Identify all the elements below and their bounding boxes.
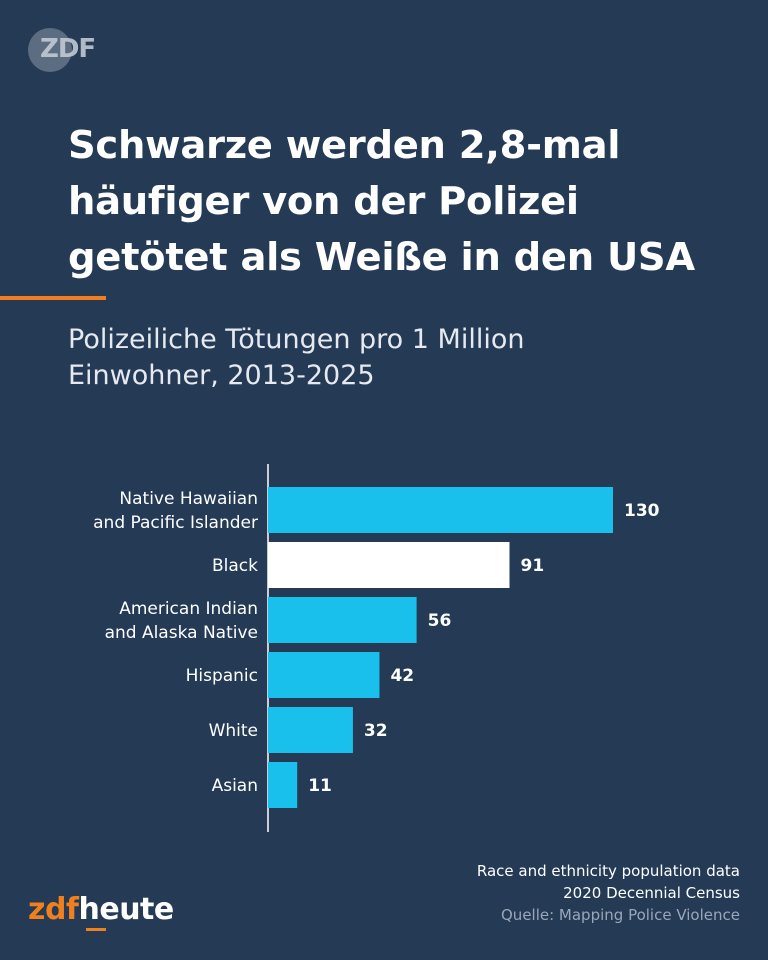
category-label-line: American Indian [119, 599, 258, 619]
source-note: Race and ethnicity population data 2020 … [477, 860, 740, 926]
bar-value-label-2: 56 [428, 611, 452, 631]
category-label-4: White [209, 721, 258, 741]
chart-subtitle: Polizeiliche Tötungen pro 1 Million Einw… [68, 324, 525, 391]
bar-3 [268, 652, 380, 698]
category-label-line: White [209, 721, 258, 741]
bar-value-label-1: 91 [521, 556, 545, 576]
bar-2 [268, 597, 417, 643]
category-label-line: and Pacific Islander [93, 513, 258, 533]
zdf-logo-icon: ZDF [28, 28, 108, 72]
bar-value-label-3: 42 [390, 666, 414, 686]
source-line-1: Race and ethnicity population data [476, 862, 740, 880]
category-label-5: Asian [212, 776, 258, 796]
bar-chart: 130 Native Hawaiian and Pacific Islander 91… [93, 464, 660, 832]
brand-underline [86, 928, 106, 931]
bar-value-label-0: 130 [624, 501, 660, 521]
category-label-0: Native Hawaiian and Pacific Islander [93, 489, 258, 533]
category-label-line: Asian [212, 776, 258, 796]
source-line-2: 2020 Decennial Census [563, 884, 740, 902]
category-label-line: Native Hawaiian [119, 489, 258, 509]
bar-value-label-4: 32 [364, 721, 388, 741]
bar-0 [268, 487, 613, 533]
bar-4 [268, 707, 353, 753]
zdfheute-brand-logo: zdfheute [28, 890, 175, 931]
source-credit: Quelle: Mapping Police Violence [501, 906, 740, 924]
brand-part-zdf: zdf [28, 892, 79, 927]
logo-text: ZDF [40, 34, 96, 64]
headline-accent-rule [0, 296, 106, 300]
bar-value-label-5: 11 [308, 776, 332, 796]
logo-circle [28, 28, 72, 72]
brand-part-heute: heute [78, 892, 175, 927]
bar-1 [268, 542, 510, 588]
bar-5 [268, 762, 298, 808]
category-label-line: and Alaska Native [105, 623, 258, 643]
category-label-line: Black [212, 556, 258, 576]
category-label-3: Hispanic [186, 666, 258, 686]
category-label-2: American Indian and Alaska Native [105, 599, 258, 643]
category-label-line: Hispanic [186, 666, 258, 686]
category-label-1: Black [212, 556, 258, 576]
headline: Schwarze werden 2,8-mal häufiger von der… [68, 123, 695, 280]
